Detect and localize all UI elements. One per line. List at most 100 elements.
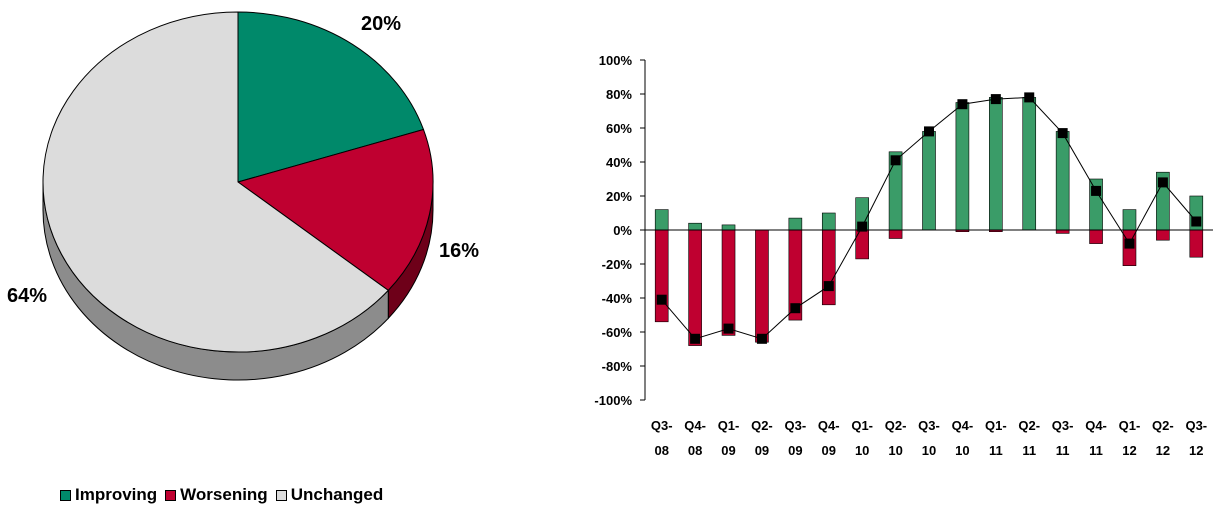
x-tick-label-quarter: Q2- bbox=[751, 418, 773, 433]
legend-swatch-worsening bbox=[165, 489, 177, 501]
x-tick-label-quarter: Q3- bbox=[1185, 418, 1207, 433]
x-tick-label-year: 11 bbox=[1022, 443, 1036, 458]
y-tick-label: 60% bbox=[606, 121, 632, 136]
x-tick-label-year: 12 bbox=[1156, 443, 1170, 458]
y-tick-label: -40% bbox=[602, 291, 633, 306]
pie-chart: 20% 16% 64% bbox=[7, 11, 479, 381]
pie-slice-improving bbox=[237, 11, 425, 183]
bar-worsening bbox=[654, 229, 669, 323]
bar-worsening bbox=[721, 229, 736, 336]
pie-slice-unchanged bbox=[42, 11, 390, 353]
balance-marker bbox=[924, 126, 934, 137]
x-tick-label-year: 10 bbox=[888, 443, 902, 458]
bar-improving bbox=[1022, 97, 1037, 231]
pie-label-improving: 20% bbox=[361, 13, 401, 35]
pie-label-worsening: 16% bbox=[439, 240, 479, 262]
y-tick-label: 20% bbox=[606, 189, 632, 204]
x-tick-label-quarter: Q3- bbox=[785, 418, 807, 433]
x-tick-label-quarter: Q4- bbox=[684, 418, 706, 433]
y-tick-label: 80% bbox=[606, 87, 632, 102]
y-tick-label: 100% bbox=[599, 53, 633, 68]
balance-marker bbox=[857, 221, 868, 232]
bar-worsening bbox=[821, 229, 836, 306]
x-tick-label-year: 09 bbox=[755, 443, 769, 458]
y-tick-label: -80% bbox=[602, 359, 633, 374]
y-tick-label: -100% bbox=[594, 393, 632, 408]
y-tick-label: 0% bbox=[613, 223, 632, 238]
bar-worsening bbox=[688, 229, 702, 346]
x-tick-label-quarter: Q4- bbox=[1085, 418, 1107, 433]
x-tick-label-year: 10 bbox=[922, 443, 936, 458]
x-tick-label-quarter: Q3- bbox=[651, 418, 673, 433]
legend: Improving Worsening Unchanged bbox=[60, 484, 391, 506]
x-tick-label-quarter: Q2- bbox=[1152, 418, 1174, 433]
balance-marker bbox=[1057, 128, 1068, 139]
balance-marker bbox=[957, 99, 968, 110]
x-tick-label-year: 12 bbox=[1189, 443, 1203, 458]
bar-improving bbox=[788, 217, 803, 231]
y-tick-label: 40% bbox=[606, 155, 632, 170]
balance-marker bbox=[823, 281, 834, 292]
legend-swatch-unchanged bbox=[275, 489, 287, 501]
balance-marker bbox=[1024, 92, 1035, 103]
bar-improving bbox=[688, 222, 702, 231]
y-tick-label: -60% bbox=[602, 325, 633, 340]
bar-improving bbox=[989, 97, 1003, 231]
x-tick-label-quarter: Q2- bbox=[1018, 418, 1040, 433]
balance-marker bbox=[1157, 177, 1168, 188]
balance-marker bbox=[1091, 185, 1102, 196]
bar-worsening bbox=[1156, 229, 1170, 241]
bar-improving bbox=[1055, 131, 1070, 231]
legend-label-improving: Improving bbox=[75, 485, 158, 504]
x-tick-label-year: 08 bbox=[654, 443, 668, 458]
x-tick-label-year: 10 bbox=[955, 443, 969, 458]
pie-slice-worsening bbox=[236, 128, 434, 292]
balance-marker bbox=[1191, 216, 1202, 227]
x-tick-label-year: 09 bbox=[721, 443, 735, 458]
legend-item-improving: Improving bbox=[60, 485, 157, 505]
bar-improving bbox=[955, 102, 970, 231]
x-tick-label-year: 12 bbox=[1122, 443, 1136, 458]
balance-marker bbox=[656, 294, 667, 305]
balance-marker bbox=[756, 333, 767, 344]
balance-marker bbox=[1124, 238, 1135, 249]
bar-worsening bbox=[1189, 229, 1204, 258]
x-tick-label-year: 11 bbox=[1089, 443, 1103, 458]
legend-swatch-improving bbox=[60, 489, 71, 501]
balance-marker bbox=[723, 323, 734, 334]
x-tick-label-quarter: Q2- bbox=[885, 418, 907, 433]
balance-marker bbox=[890, 155, 901, 166]
bar-worsening bbox=[1055, 229, 1070, 234]
x-tick-label-year: 08 bbox=[688, 443, 702, 458]
x-tick-label-quarter: Q3- bbox=[918, 418, 940, 433]
balance-marker bbox=[690, 333, 701, 344]
x-tick-label-quarter: Q3- bbox=[1052, 418, 1074, 433]
x-tick-label-year: 11 bbox=[1056, 443, 1070, 458]
bar-chart: 100% 80% 60% 40% 20% 0% -20% -40% -60% -80% -100% Q… bbox=[594, 53, 1213, 458]
bar-improving bbox=[1122, 209, 1137, 231]
bar-worsening bbox=[1089, 229, 1103, 244]
bar-worsening bbox=[755, 229, 769, 343]
x-tick-label-quarter: Q1- bbox=[718, 418, 740, 433]
balance-marker bbox=[990, 94, 1001, 105]
legend-label-worsening: Worsening bbox=[180, 485, 268, 504]
x-tick-label-year: 10 bbox=[855, 443, 869, 458]
legend-item-worsening: Worsening bbox=[165, 485, 268, 505]
balance-marker bbox=[790, 303, 801, 314]
bar-improving bbox=[721, 224, 736, 231]
legend-label-unchanged: Unchanged bbox=[290, 485, 384, 504]
x-tick-label-quarter: Q1- bbox=[985, 418, 1007, 433]
x-tick-label-quarter: Q1- bbox=[1119, 418, 1141, 433]
bar-worsening bbox=[888, 229, 903, 239]
x-tick-label-quarter: Q1- bbox=[851, 418, 873, 433]
bar-improving bbox=[821, 212, 836, 231]
bar-improving bbox=[654, 209, 669, 231]
x-tick-label-quarter: Q4- bbox=[818, 418, 840, 433]
bar-improving bbox=[922, 131, 936, 231]
x-tick-label-year: 11 bbox=[989, 443, 1003, 458]
x-tick-label-year: 09 bbox=[822, 443, 836, 458]
y-tick-label: -20% bbox=[602, 257, 633, 272]
pie-label-unchanged: 64% bbox=[7, 285, 47, 307]
legend-item-unchanged: Unchanged bbox=[275, 485, 384, 505]
